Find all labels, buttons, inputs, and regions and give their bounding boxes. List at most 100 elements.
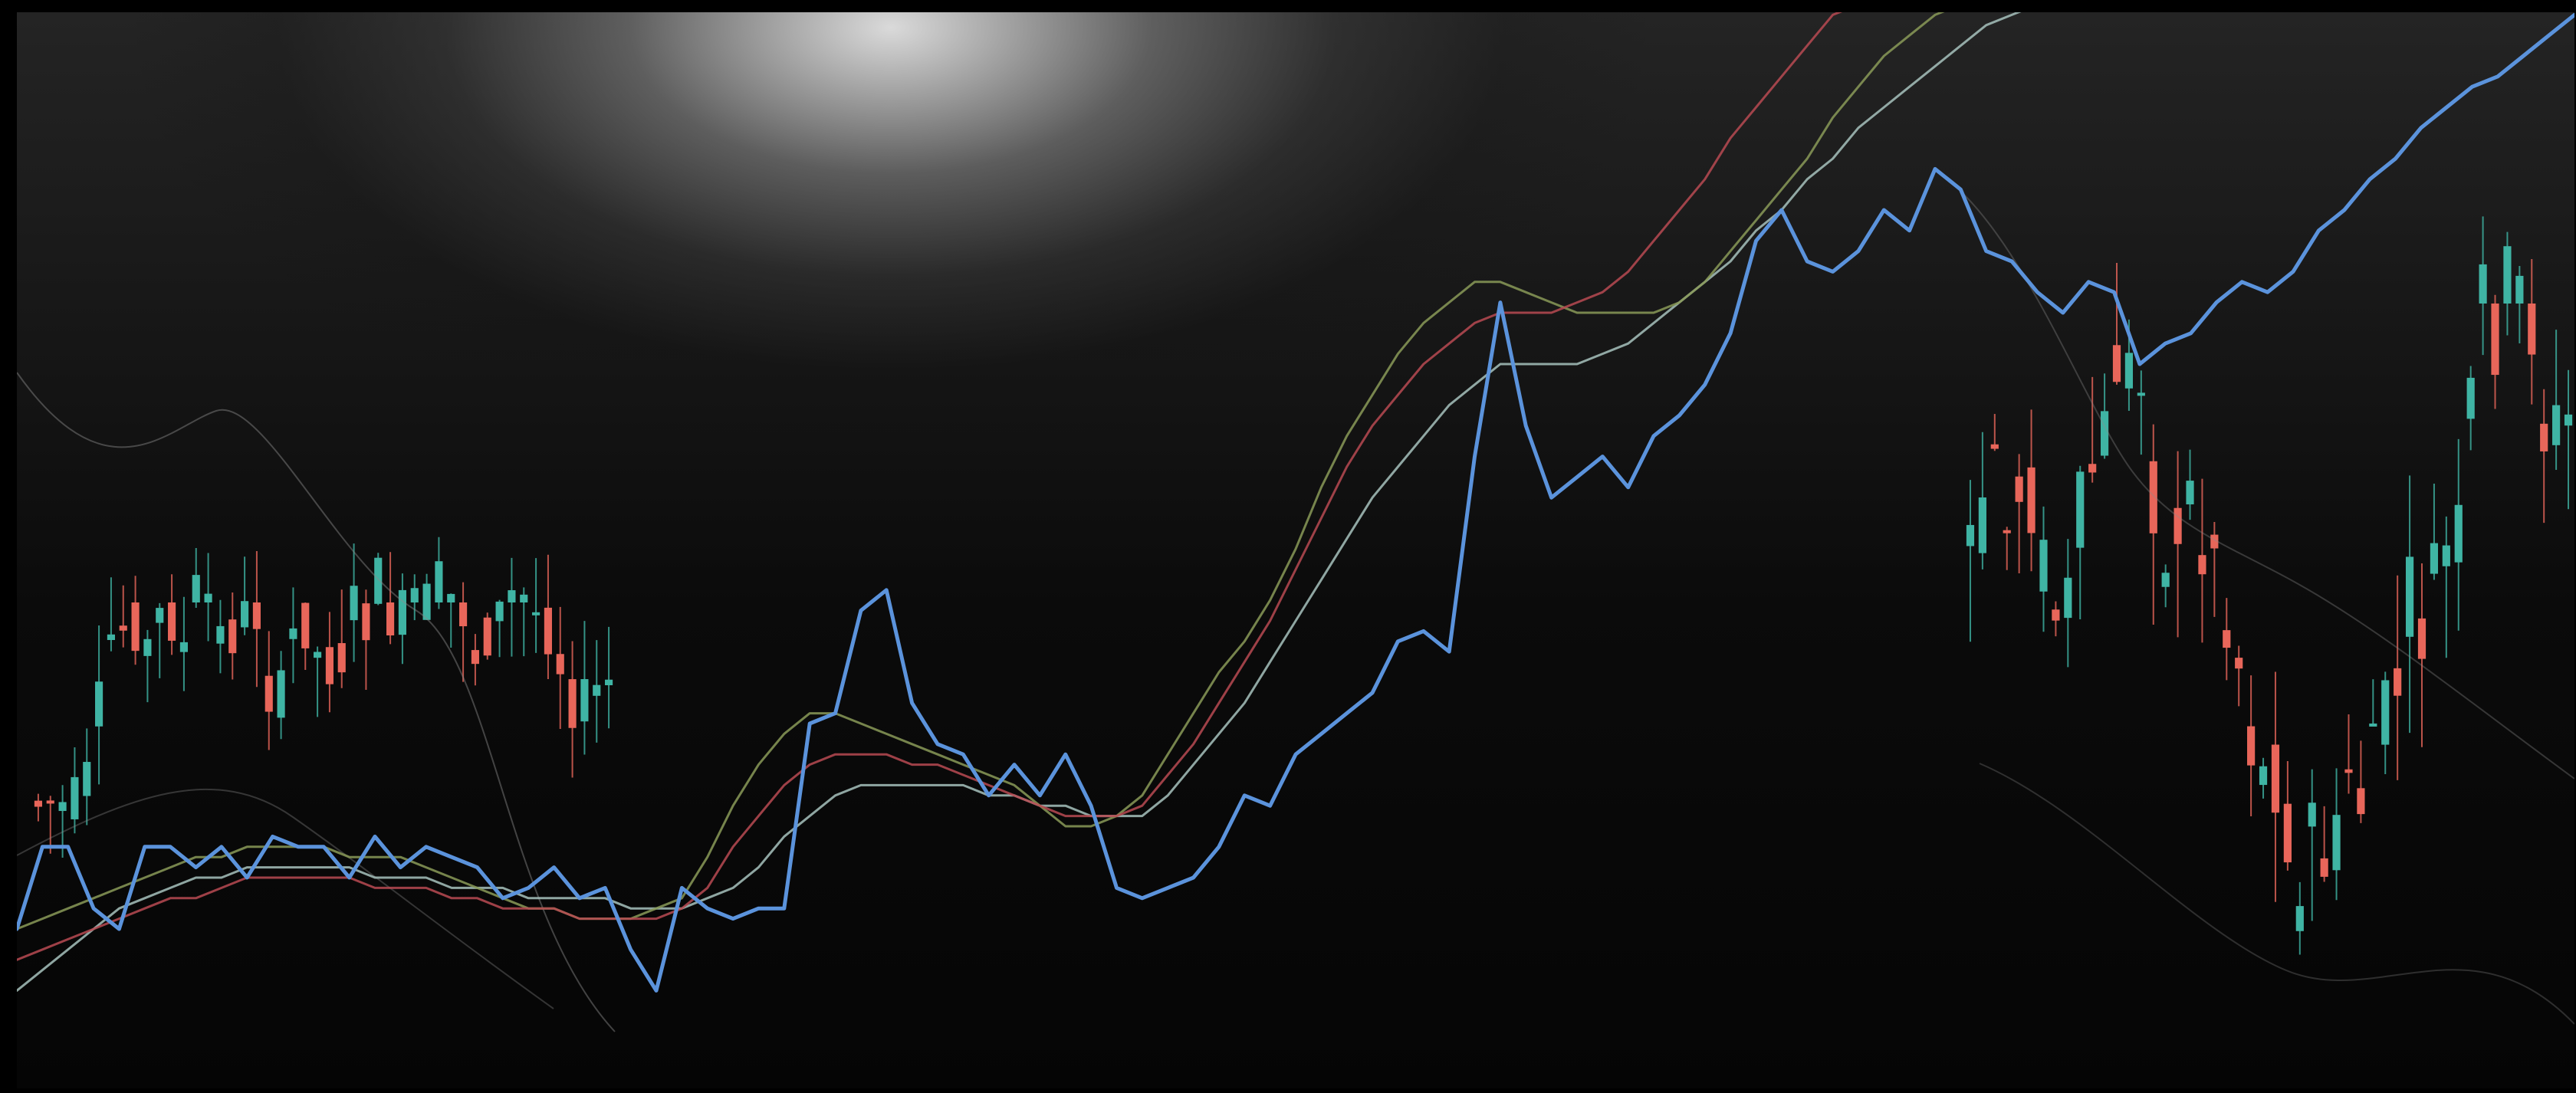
right-candle bbox=[2479, 216, 2487, 356]
right-candle bbox=[2491, 294, 2499, 409]
right-candle bbox=[2430, 484, 2439, 580]
right-candle bbox=[2149, 424, 2157, 625]
left-candle bbox=[71, 747, 79, 834]
left-candle bbox=[374, 553, 383, 606]
left-candle bbox=[508, 557, 516, 657]
right-candle bbox=[2161, 564, 2170, 608]
left-candle bbox=[228, 592, 237, 680]
chart-panel bbox=[17, 12, 2574, 1088]
right-candle bbox=[2552, 330, 2561, 471]
series-line-1 bbox=[17, 12, 1945, 931]
left-candle bbox=[314, 646, 322, 717]
left-candle bbox=[252, 551, 261, 688]
series-line-2 bbox=[17, 12, 1843, 961]
left-candle bbox=[289, 587, 297, 684]
right-candle bbox=[2540, 389, 2548, 524]
left-candle bbox=[83, 728, 91, 825]
right-candle bbox=[2308, 769, 2316, 921]
left-candle bbox=[192, 547, 200, 609]
left-candle bbox=[410, 574, 419, 621]
right-candle bbox=[2235, 645, 2243, 707]
right-candle bbox=[2320, 806, 2328, 882]
left-candle bbox=[544, 554, 552, 680]
series-line-0 bbox=[17, 12, 2574, 993]
candlesticks-left bbox=[34, 537, 613, 858]
left-candle bbox=[435, 537, 443, 609]
left-candle bbox=[362, 589, 370, 690]
lower-band-right bbox=[1979, 763, 2574, 1025]
left-candle bbox=[168, 574, 176, 655]
upper-band-left bbox=[17, 372, 616, 1032]
left-candle bbox=[459, 582, 468, 682]
lower-band-left bbox=[17, 789, 554, 1009]
left-candle bbox=[568, 641, 577, 778]
left-candle bbox=[593, 640, 601, 743]
right-candle bbox=[2210, 521, 2219, 617]
left-candle bbox=[422, 573, 431, 620]
right-candle bbox=[2271, 671, 2280, 902]
right-candle bbox=[2259, 757, 2268, 799]
left-candle bbox=[46, 796, 54, 854]
left-candle bbox=[398, 573, 406, 665]
left-candle bbox=[325, 612, 334, 713]
right-candle bbox=[2295, 881, 2304, 955]
right-candle bbox=[2394, 575, 2402, 780]
right-candle bbox=[2027, 409, 2036, 572]
right-candle bbox=[1966, 480, 1975, 642]
left-candle bbox=[95, 625, 104, 785]
left-candle bbox=[520, 587, 528, 657]
right-candle bbox=[2039, 506, 2048, 632]
left-candle bbox=[483, 612, 491, 660]
upper-band-right bbox=[1948, 180, 2574, 780]
right-candle bbox=[2064, 539, 2072, 668]
right-candle bbox=[2186, 449, 2194, 520]
right-candle bbox=[2503, 231, 2512, 336]
right-candle bbox=[2247, 675, 2256, 817]
right-candle bbox=[2100, 373, 2109, 459]
right-candle bbox=[2381, 671, 2390, 775]
right-candle bbox=[1978, 432, 1986, 569]
left-candle bbox=[386, 552, 395, 645]
right-candle bbox=[2015, 454, 2023, 574]
left-candle bbox=[216, 599, 225, 674]
series-line-3 bbox=[17, 12, 2022, 992]
left-candle bbox=[301, 602, 310, 670]
left-candle bbox=[241, 556, 249, 635]
right-candle bbox=[2223, 598, 2231, 681]
right-candle bbox=[2454, 438, 2463, 631]
right-candle bbox=[2442, 516, 2450, 658]
right-candle bbox=[2052, 601, 2060, 637]
left-candle bbox=[337, 589, 346, 688]
right-candle bbox=[2466, 366, 2475, 451]
right-candle bbox=[2564, 369, 2573, 510]
left-candle bbox=[605, 626, 613, 729]
left-candle bbox=[143, 629, 152, 703]
left-candle bbox=[580, 621, 589, 755]
right-candle bbox=[2174, 451, 2182, 638]
left-candle bbox=[556, 606, 564, 729]
indicator-series bbox=[17, 12, 2574, 993]
left-candle bbox=[34, 793, 42, 822]
right-candle bbox=[2112, 263, 2121, 385]
right-candle bbox=[2344, 714, 2353, 794]
right-candle bbox=[2198, 478, 2206, 643]
left-candle bbox=[179, 596, 188, 691]
right-candle bbox=[2528, 259, 2536, 405]
left-candle bbox=[495, 599, 504, 658]
left-candle bbox=[350, 543, 358, 662]
left-candle bbox=[277, 651, 285, 740]
left-candle bbox=[447, 593, 455, 648]
right-candle bbox=[2405, 475, 2414, 734]
right-candle bbox=[2332, 768, 2341, 901]
right-candle bbox=[1990, 414, 1999, 451]
right-candle bbox=[2357, 740, 2365, 823]
left-candle bbox=[264, 631, 273, 750]
left-candle bbox=[204, 553, 212, 642]
price-chart bbox=[17, 12, 2574, 1032]
right-candle bbox=[2088, 376, 2097, 483]
right-candle bbox=[2369, 679, 2377, 727]
left-candle bbox=[471, 634, 479, 686]
left-candle bbox=[119, 585, 127, 648]
left-candle bbox=[131, 576, 140, 665]
